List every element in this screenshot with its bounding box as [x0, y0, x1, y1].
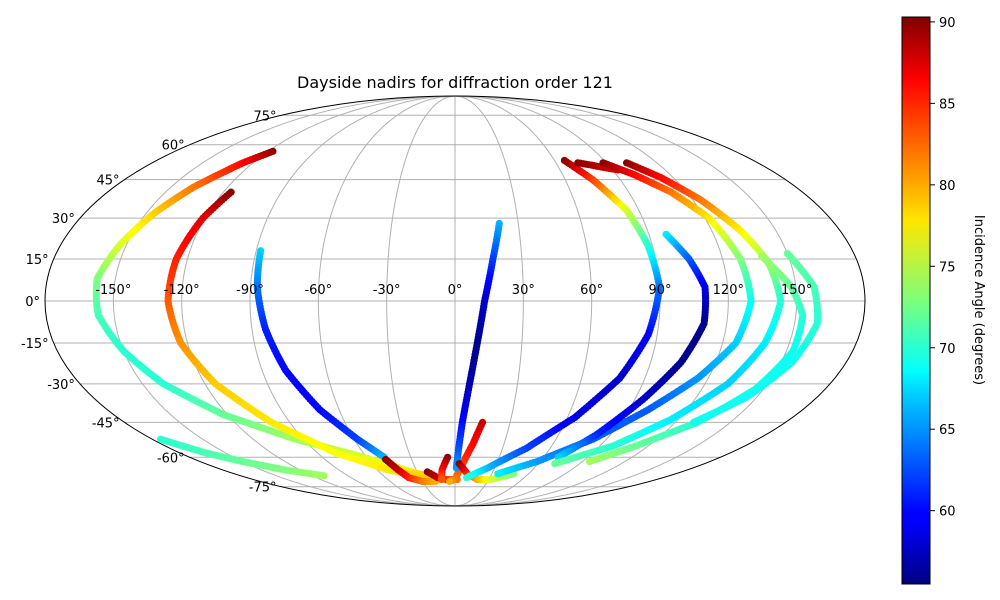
colorbar-tick-label: 85 — [939, 97, 956, 112]
latitude-tick-label: 45° — [97, 174, 120, 189]
longitude-tick-label: -120° — [164, 283, 200, 298]
colorbar-tick-label: 75 — [939, 260, 956, 275]
colorbar-tick-label: 90 — [939, 16, 956, 31]
colorbar-label: Incidence Angle (degrees) — [971, 215, 986, 385]
longitude-tick-label: -60° — [304, 283, 332, 298]
chart-title: Dayside nadirs for diffraction order 121 — [297, 73, 613, 92]
longitude-tick-label: -90° — [236, 283, 264, 298]
colorbar-gradient — [901, 16, 931, 585]
colorbar-tick-label: 80 — [939, 179, 956, 194]
latitude-tick-label: -15° — [21, 337, 49, 352]
longitude-tick-label: 30° — [512, 283, 535, 298]
colorbar-ticks: 60 65 70 75 80 85 90 — [930, 16, 956, 520]
latitude-tick-label: 75° — [253, 109, 276, 124]
data-point — [585, 457, 594, 466]
latitude-tick-label: 0° — [25, 295, 40, 310]
longitude-tick-label: 120° — [713, 283, 744, 298]
map-boundary — [44, 95, 866, 507]
data-point — [494, 470, 502, 478]
longitude-tick-label: -30° — [373, 283, 401, 298]
colorbar: 60 65 70 75 80 85 90 Incidence Angle (degrees) — [901, 16, 986, 585]
longitude-tick-labels: -150° -120° -90° -60° -30° 0° 30° 60° 90° 120° 150… — [95, 283, 812, 298]
longitude-tick-label: 0° — [448, 283, 463, 298]
longitude-tick-label: 90° — [648, 283, 671, 298]
longitude-tick-label: -150° — [95, 283, 131, 298]
latitude-tick-label: 15° — [26, 253, 49, 268]
longitude-tick-label: 60° — [580, 283, 603, 298]
latitude-tick-label: -30° — [47, 378, 75, 393]
longitude-tick-label: 150° — [781, 283, 812, 298]
latitude-tick-label: 60° — [162, 139, 185, 154]
latitude-tick-label: 30° — [52, 212, 75, 227]
data-points — [92, 147, 822, 486]
colorbar-tick-label: 60 — [939, 505, 956, 520]
colorbar-tick-label: 65 — [939, 423, 956, 438]
data-point — [462, 474, 471, 482]
latitude-tick-label: -75° — [249, 481, 277, 496]
data-point — [551, 460, 559, 468]
colorbar-tick-label: 70 — [939, 342, 956, 357]
data-point — [437, 475, 446, 484]
data-point — [690, 418, 698, 426]
latitude-tick-label: -60° — [157, 451, 185, 466]
data-point — [445, 477, 454, 486]
data-point — [320, 472, 328, 480]
latitude-tick-labels: 75° 60° 45° 30° 15° 0° -15° -30° -45° -60° -75° — [21, 109, 277, 495]
latitude-tick-label: -45° — [92, 416, 120, 431]
